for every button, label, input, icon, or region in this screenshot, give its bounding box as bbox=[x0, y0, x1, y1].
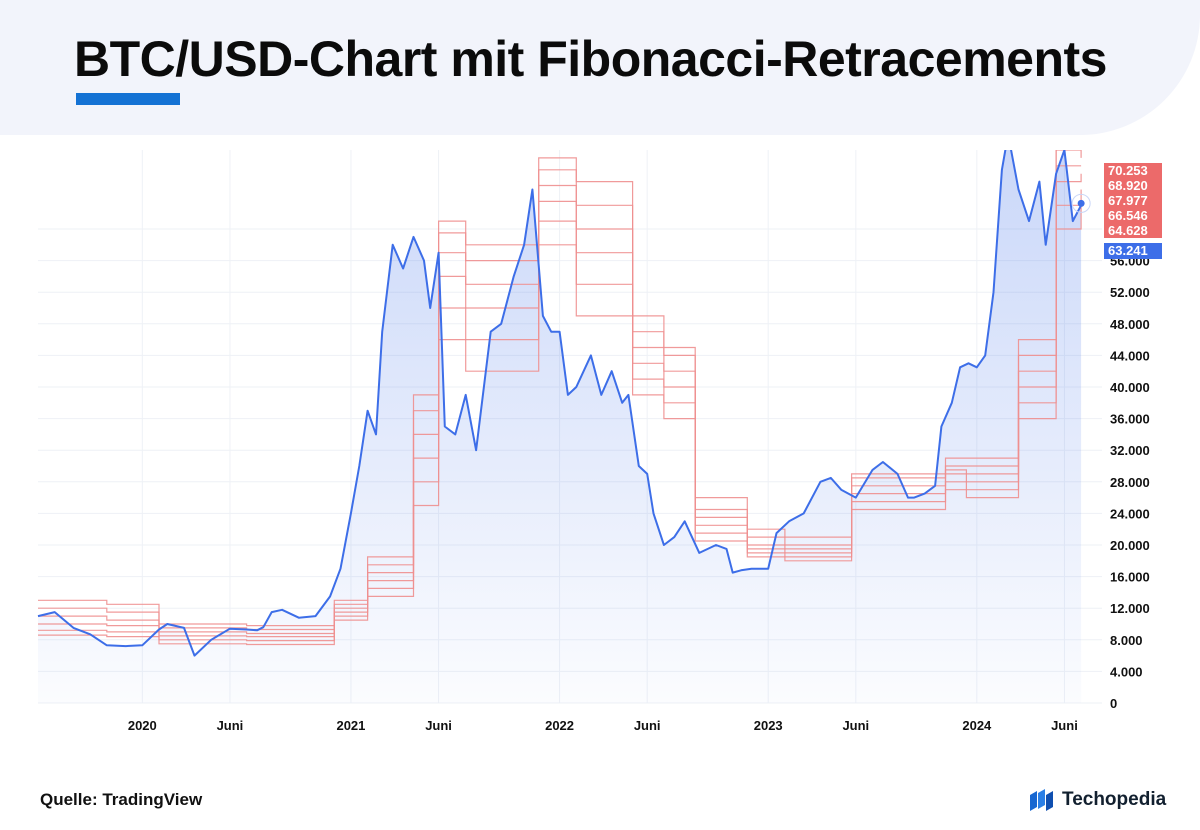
title-accent-bar bbox=[76, 93, 180, 105]
last-price-text: 63.241 bbox=[1108, 243, 1148, 258]
page-title: BTC/USD-Chart mit Fibonacci-Retracements bbox=[74, 31, 1107, 87]
fib-line bbox=[38, 150, 1057, 627]
x-tick-label: 2024 bbox=[962, 718, 992, 733]
fib-label-box bbox=[1104, 223, 1162, 238]
last-price-ring bbox=[1071, 193, 1091, 213]
x-tick-label: 2022 bbox=[545, 718, 574, 733]
y-tick-label: 4.000 bbox=[1110, 664, 1143, 679]
y-tick-label: 12.000 bbox=[1110, 601, 1150, 616]
btc-price-line bbox=[37, 150, 1082, 657]
x-tick-label: 2023 bbox=[754, 718, 783, 733]
y-tick-label: 52.000 bbox=[1110, 285, 1150, 300]
header-panel: BTC/USD-Chart mit Fibonacci-Retracements bbox=[0, 0, 1200, 135]
fib-line bbox=[38, 205, 1082, 646]
y-tick-label: 20.000 bbox=[1110, 538, 1150, 553]
fib-line bbox=[38, 165, 1082, 635]
y-tick-label: 8.000 bbox=[1110, 633, 1143, 648]
fib-label-text: 64.628 bbox=[1108, 223, 1148, 238]
y-tick-label: 44.000 bbox=[1110, 348, 1150, 363]
x-tick-label: 2020 bbox=[128, 718, 157, 733]
x-tick-label: 2021 bbox=[336, 718, 365, 733]
fib-label-box bbox=[1104, 208, 1162, 223]
x-tick-label: Juni bbox=[634, 718, 661, 733]
last-price-box bbox=[1104, 243, 1162, 259]
fib-label-box bbox=[1104, 193, 1162, 208]
fib-label-box bbox=[1104, 163, 1162, 178]
source-note: Quelle: TradingView bbox=[40, 790, 203, 809]
y-axis-ticks: 0 4.000 8.000 12.000 16.000 20.000 24.000 28.00… bbox=[1110, 222, 1150, 711]
y-tick-label: 36.000 bbox=[1110, 412, 1150, 427]
x-axis-ticks: 2020 Juni 2021 Juni 2022 Juni 2023 Juni 2024 Juni bbox=[128, 718, 1078, 733]
btc-usd-chart: 2020 Juni 2021 Juni 2022 Juni 2023 Juni 2024 Juni… bbox=[37, 150, 1162, 733]
price-area-fill bbox=[38, 150, 1082, 703]
fib-label-text: 68.920 bbox=[1108, 178, 1148, 193]
y-tick-label: 28.000 bbox=[1110, 475, 1150, 490]
techopedia-logo[interactable]: Techopedia bbox=[1030, 787, 1166, 813]
y-tick-label: 24.000 bbox=[1110, 506, 1150, 521]
last-price-label: 63.241 bbox=[1104, 243, 1162, 259]
fib-line bbox=[38, 150, 1082, 631]
y-tick-label: 40.000 bbox=[1110, 380, 1150, 395]
fib-label-text: 70.253 bbox=[1108, 163, 1148, 178]
y-tick-label: 16.000 bbox=[1110, 570, 1150, 585]
techopedia-icon bbox=[1030, 789, 1053, 811]
last-price-dot bbox=[1077, 199, 1085, 207]
fibonacci-lines bbox=[38, 150, 1082, 646]
x-tick-label: Juni bbox=[842, 718, 869, 733]
y-tick-label: 0 bbox=[1110, 696, 1117, 711]
fib-label-box bbox=[1104, 178, 1162, 193]
y-tick-label: 48.000 bbox=[1110, 317, 1150, 332]
fib-label-text: 67.977 bbox=[1108, 193, 1148, 208]
x-tick-label: Juni bbox=[1051, 718, 1078, 733]
brand-name: Techopedia bbox=[1062, 789, 1167, 810]
x-tick-label: Juni bbox=[425, 718, 452, 733]
y-tick-label: 32.000 bbox=[1110, 443, 1150, 458]
fib-label-text: 66.546 bbox=[1108, 208, 1148, 223]
x-tick-label: Juni bbox=[217, 718, 244, 733]
